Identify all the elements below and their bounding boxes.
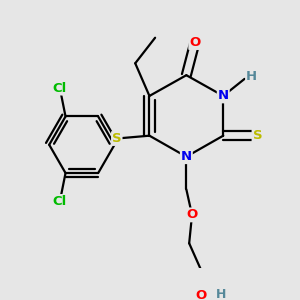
- Text: O: O: [189, 36, 200, 49]
- Text: S: S: [253, 129, 262, 142]
- Text: H: H: [216, 288, 226, 300]
- Text: N: N: [218, 89, 229, 102]
- Text: S: S: [112, 132, 122, 145]
- Text: O: O: [186, 208, 198, 221]
- Text: Cl: Cl: [53, 82, 67, 94]
- Text: O: O: [195, 289, 206, 300]
- Text: Cl: Cl: [53, 195, 67, 208]
- Text: H: H: [246, 70, 257, 83]
- Text: N: N: [181, 150, 192, 163]
